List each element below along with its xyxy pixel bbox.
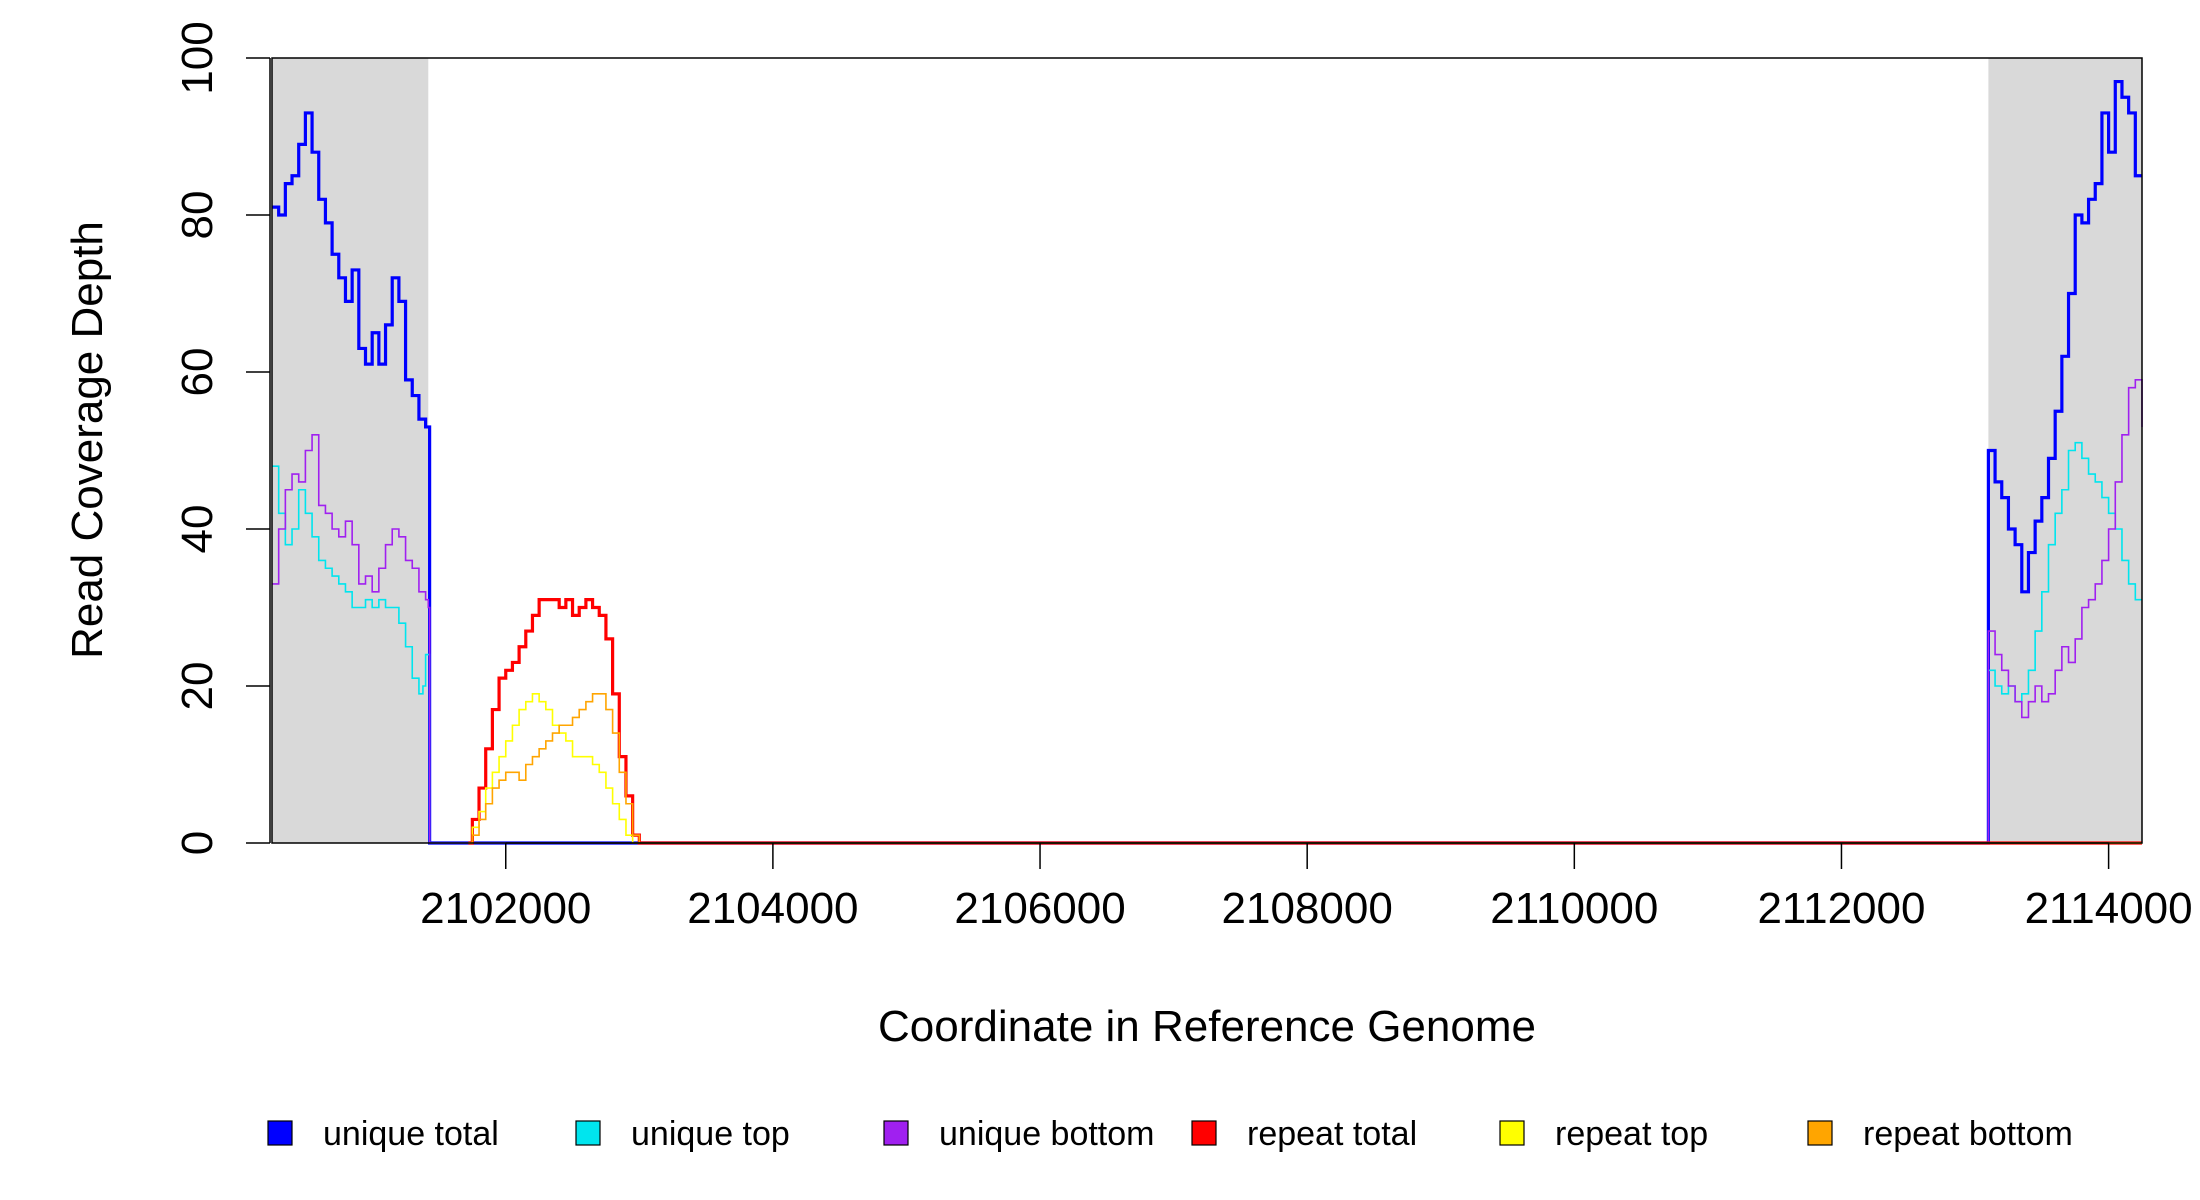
y-tick-label: 20 (173, 662, 222, 711)
y-tick-label: 60 (173, 348, 222, 397)
x-axis-label: Coordinate in Reference Genome (878, 1002, 1536, 1051)
series-line-repeat-bottom (468, 693, 2142, 844)
x-tick-label: 2112000 (1757, 884, 1925, 933)
x-tick-label: 2114000 (2025, 884, 2193, 933)
y-axis-ticks: 0 20 40 60 80 100 (173, 21, 270, 855)
legend-swatch-unique-total (267, 1120, 293, 1146)
legend-swatch-unique-top (575, 1120, 601, 1146)
legend-swatch-repeat-bottom (1807, 1120, 1833, 1146)
x-tick-label: 2102000 (420, 884, 591, 933)
legend-swatch-unique-bottom (883, 1120, 909, 1146)
series-line-unique-top (272, 441, 2142, 844)
legend-swatch-repeat-top (1499, 1120, 1525, 1146)
legend-label-repeat-top: repeat top (1555, 1115, 1708, 1153)
y-tick-label: 40 (173, 505, 222, 554)
x-tick-label: 2104000 (687, 884, 858, 933)
legend-label-repeat-total: repeat total (1247, 1115, 1417, 1153)
legend-label-unique-total: unique total (323, 1115, 499, 1153)
x-tick-label: 2108000 (1222, 884, 1393, 933)
legend-swatch-repeat-total (1191, 1120, 1217, 1146)
legend-label-repeat-bottom: repeat bottom (1863, 1115, 2073, 1153)
shaded-region (272, 58, 429, 843)
x-axis-ticks: 2102000 2104000 2106000 2108000 2110000 21120… (420, 843, 2193, 933)
y-tick-label: 80 (173, 191, 222, 240)
x-tick-label: 2110000 (1490, 884, 1658, 933)
x-tick-label: 2106000 (954, 884, 1125, 933)
series-lines (272, 79, 2143, 845)
series-line-repeat-top (468, 693, 2142, 844)
shaded-regions (272, 58, 2142, 843)
legend-label-unique-bottom: unique bottom (939, 1115, 1155, 1153)
series-line-unique-total (272, 79, 2142, 845)
legend: unique total unique top unique bottom repea… (267, 1115, 2073, 1153)
y-axis-label: Read Coverage Depth (63, 221, 112, 659)
y-tick-label: 0 (173, 831, 222, 855)
legend-label-unique-top: unique top (631, 1115, 790, 1153)
series-line-unique-bottom (272, 379, 2143, 844)
y-tick-label: 100 (173, 21, 222, 94)
shaded-region (1988, 58, 2142, 843)
series-line-repeat-total (468, 598, 2142, 845)
